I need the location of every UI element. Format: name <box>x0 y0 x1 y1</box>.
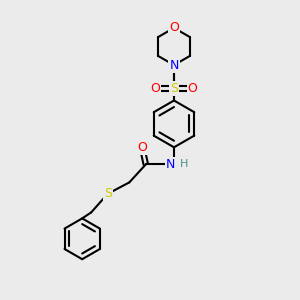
Text: N: N <box>169 58 179 72</box>
Text: O: O <box>188 82 197 95</box>
Text: O: O <box>151 82 160 95</box>
Text: S: S <box>170 82 178 95</box>
Text: S: S <box>104 187 112 200</box>
Text: O: O <box>137 141 147 154</box>
Text: H: H <box>179 159 188 170</box>
Text: O: O <box>169 21 179 34</box>
Text: N: N <box>166 158 175 171</box>
